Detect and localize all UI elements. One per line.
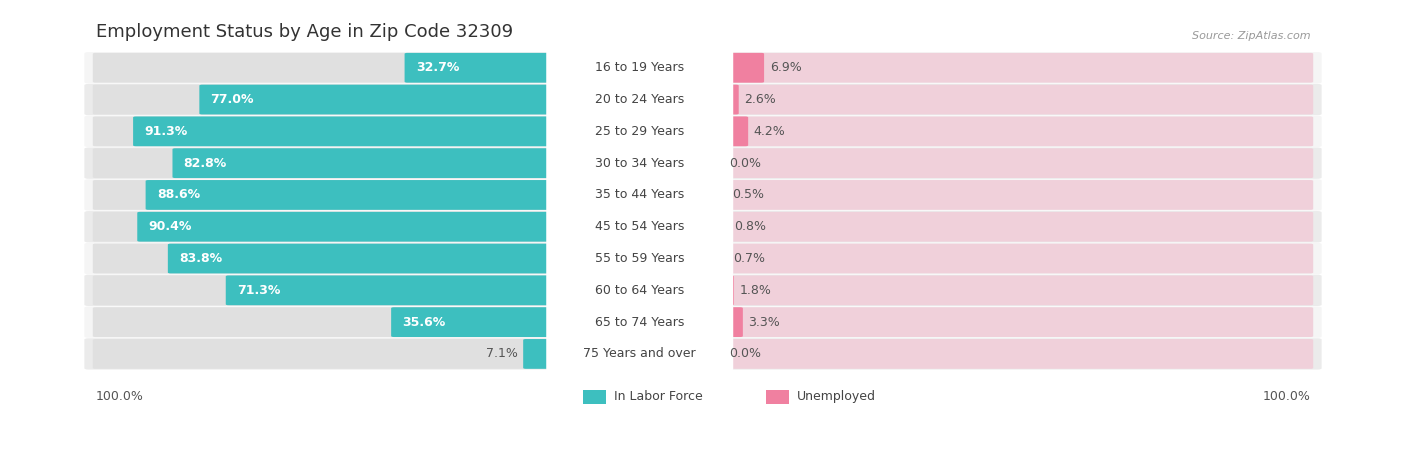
Text: 6.9%: 6.9% bbox=[769, 61, 801, 74]
Text: 100.0%: 100.0% bbox=[96, 391, 143, 403]
Text: 45 to 54 Years: 45 to 54 Years bbox=[595, 220, 685, 233]
Text: 65 to 74 Years: 65 to 74 Years bbox=[595, 316, 685, 329]
Text: 0.8%: 0.8% bbox=[734, 220, 766, 233]
Text: 77.0%: 77.0% bbox=[211, 93, 254, 106]
Text: Source: ZipAtlas.com: Source: ZipAtlas.com bbox=[1192, 31, 1310, 41]
Text: 91.3%: 91.3% bbox=[145, 125, 187, 138]
Text: 4.2%: 4.2% bbox=[754, 125, 786, 138]
Text: 30 to 34 Years: 30 to 34 Years bbox=[595, 156, 685, 170]
Text: 55 to 59 Years: 55 to 59 Years bbox=[595, 252, 685, 265]
Text: 0.0%: 0.0% bbox=[730, 347, 761, 360]
Text: 3.3%: 3.3% bbox=[748, 316, 780, 329]
Text: 83.8%: 83.8% bbox=[179, 252, 222, 265]
Text: 25 to 29 Years: 25 to 29 Years bbox=[595, 125, 685, 138]
Text: 0.0%: 0.0% bbox=[730, 156, 761, 170]
Text: 60 to 64 Years: 60 to 64 Years bbox=[595, 284, 685, 297]
Text: 7.1%: 7.1% bbox=[485, 347, 517, 360]
Text: 2.6%: 2.6% bbox=[744, 93, 776, 106]
Text: 0.7%: 0.7% bbox=[733, 252, 765, 265]
Text: 20 to 24 Years: 20 to 24 Years bbox=[595, 93, 685, 106]
Text: 0.5%: 0.5% bbox=[733, 189, 763, 202]
Text: 100.0%: 100.0% bbox=[1263, 391, 1310, 403]
Text: 1.8%: 1.8% bbox=[740, 284, 772, 297]
Text: Employment Status by Age in Zip Code 32309: Employment Status by Age in Zip Code 323… bbox=[96, 23, 513, 41]
Text: Unemployed: Unemployed bbox=[797, 391, 876, 403]
Text: 82.8%: 82.8% bbox=[184, 156, 226, 170]
Text: 32.7%: 32.7% bbox=[416, 61, 460, 74]
Text: In Labor Force: In Labor Force bbox=[614, 391, 703, 403]
Text: 35 to 44 Years: 35 to 44 Years bbox=[595, 189, 685, 202]
Text: 88.6%: 88.6% bbox=[157, 189, 200, 202]
Text: 35.6%: 35.6% bbox=[402, 316, 446, 329]
Text: 90.4%: 90.4% bbox=[149, 220, 191, 233]
Text: 16 to 19 Years: 16 to 19 Years bbox=[595, 61, 685, 74]
Text: 71.3%: 71.3% bbox=[238, 284, 280, 297]
Text: 75 Years and over: 75 Years and over bbox=[583, 347, 696, 360]
